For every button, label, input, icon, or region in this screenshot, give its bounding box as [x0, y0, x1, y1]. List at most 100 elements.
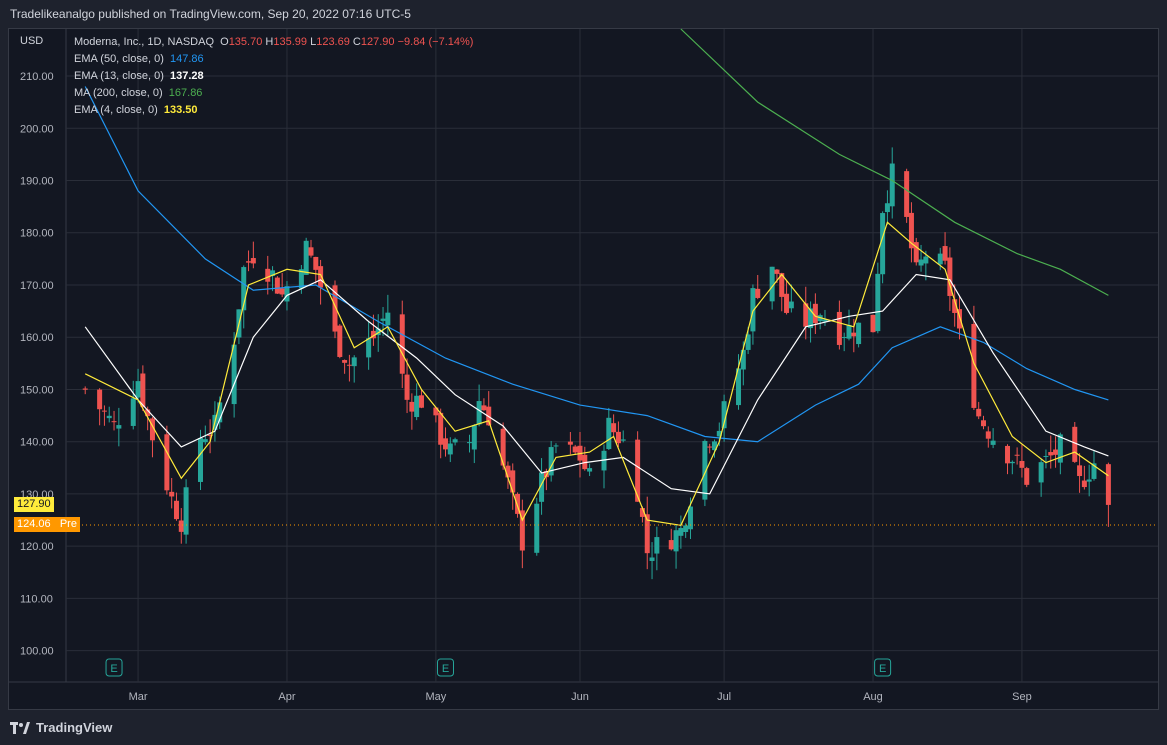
candle-body: [217, 402, 223, 423]
candle-body: [846, 325, 852, 339]
candle-body: [375, 328, 381, 336]
candle-body: [990, 440, 996, 445]
candle-body: [198, 438, 204, 482]
candle-body: [644, 514, 650, 554]
candle-body: [481, 405, 487, 411]
candle-body: [572, 446, 578, 453]
candle-body: [803, 303, 809, 327]
candle-body: [178, 520, 184, 532]
currency-label: USD: [20, 35, 43, 47]
high-label: H: [265, 36, 274, 48]
candle-body: [183, 487, 189, 535]
candle-body: [116, 425, 122, 429]
candle-body: [956, 309, 962, 329]
candle-body: [947, 257, 953, 296]
candle-body: [639, 508, 645, 517]
candle-body: [980, 420, 986, 427]
ema50-line: [84, 86, 1109, 443]
high-value: 135.99: [273, 36, 308, 48]
open-label: O: [220, 36, 229, 48]
candle-body: [1086, 479, 1092, 482]
candle-body: [1024, 468, 1030, 485]
candle-body: [687, 506, 693, 530]
x-tick-label: Mar: [129, 691, 148, 703]
candle-body: [500, 428, 506, 466]
candle-body: [976, 408, 982, 417]
candle-body: [880, 213, 886, 275]
low-label: L: [310, 36, 317, 48]
candle-body: [510, 470, 516, 493]
candle-body: [265, 268, 271, 282]
candle-body: [711, 441, 717, 451]
candle-body: [130, 398, 136, 426]
symbol-row: Moderna, Inc., 1D, NASDAQ O135.70 H135.9…: [74, 34, 473, 51]
candle-body: [942, 246, 948, 261]
candle-body: [884, 203, 890, 213]
candle-body: [241, 267, 247, 311]
change-value: −9.84 (−7.14%): [397, 36, 474, 48]
candle-body: [332, 285, 338, 332]
close-label: C: [352, 36, 361, 48]
candle-body: [779, 273, 785, 297]
y-tick-label: 100.00: [20, 646, 54, 658]
candle-body: [106, 415, 112, 419]
indicator-row-ma200[interactable]: MA (200, close, 0) 167.86: [74, 85, 473, 102]
chart-legend: Moderna, Inc., 1D, NASDAQ O135.70 H135.9…: [74, 34, 473, 119]
chart-frame[interactable]: [8, 28, 1159, 710]
indicator-row-ema13[interactable]: EMA (13, close, 0) 137.28: [74, 68, 473, 85]
y-tick-label: 150.00: [20, 384, 54, 396]
candle-body: [615, 431, 621, 444]
premarket-label: Pre: [59, 517, 77, 530]
x-tick-label: Sep: [1012, 691, 1032, 703]
candle-body: [246, 261, 252, 263]
candle-body: [370, 330, 376, 339]
candle-body: [808, 308, 814, 329]
candle-body: [707, 446, 713, 448]
candle-body: [740, 349, 746, 370]
tradingview-brand[interactable]: TradingView: [10, 720, 112, 735]
candle-body: [250, 258, 256, 264]
candle-body: [1072, 426, 1078, 462]
candle-body: [467, 442, 473, 444]
y-tick-label: 180.00: [20, 228, 54, 240]
candle-body: [971, 323, 977, 408]
candle-body: [452, 439, 458, 443]
ma200-line: [680, 28, 1109, 296]
candle-body: [1057, 434, 1063, 463]
last-price-value: 127.90: [17, 497, 51, 510]
earnings-marker: [874, 658, 892, 677]
candle-body: [716, 430, 722, 437]
candle-body: [111, 421, 117, 423]
candle-body: [587, 468, 593, 472]
x-tick-label: Apr: [278, 691, 295, 703]
candle-body: [135, 381, 141, 398]
last-price-tag: 127.90: [14, 496, 54, 512]
candle-body: [1014, 454, 1020, 456]
candle-body: [169, 491, 175, 497]
candle-body: [750, 288, 756, 332]
indicator-row-ema50[interactable]: EMA (50, close, 0) 147.86: [74, 51, 473, 68]
candle-body: [346, 364, 352, 366]
indicator-row-ema4[interactable]: EMA (4, close, 0) 133.50: [74, 102, 473, 119]
candle-body: [404, 374, 410, 400]
candle-body: [418, 395, 424, 408]
candle-body: [433, 407, 439, 416]
candle-body: [385, 312, 391, 326]
candle-body: [908, 212, 914, 249]
candle-body: [145, 409, 151, 417]
candle-body: [784, 293, 790, 313]
indicator-label: EMA (50, close, 0): [74, 53, 164, 65]
x-tick-label: Jun: [571, 691, 589, 703]
candle-body: [841, 337, 847, 339]
indicator-value: 167.86: [168, 87, 203, 99]
candle-body: [952, 299, 958, 313]
candle-body: [1043, 455, 1049, 457]
candle-body: [755, 288, 761, 298]
candle-body: [870, 314, 876, 333]
candle-body: [519, 510, 525, 551]
candle-body: [414, 395, 420, 418]
candle-body: [351, 357, 357, 367]
publish-info: Tradelikeanalgo published on TradingView…: [10, 7, 411, 21]
candle-body: [505, 465, 511, 478]
